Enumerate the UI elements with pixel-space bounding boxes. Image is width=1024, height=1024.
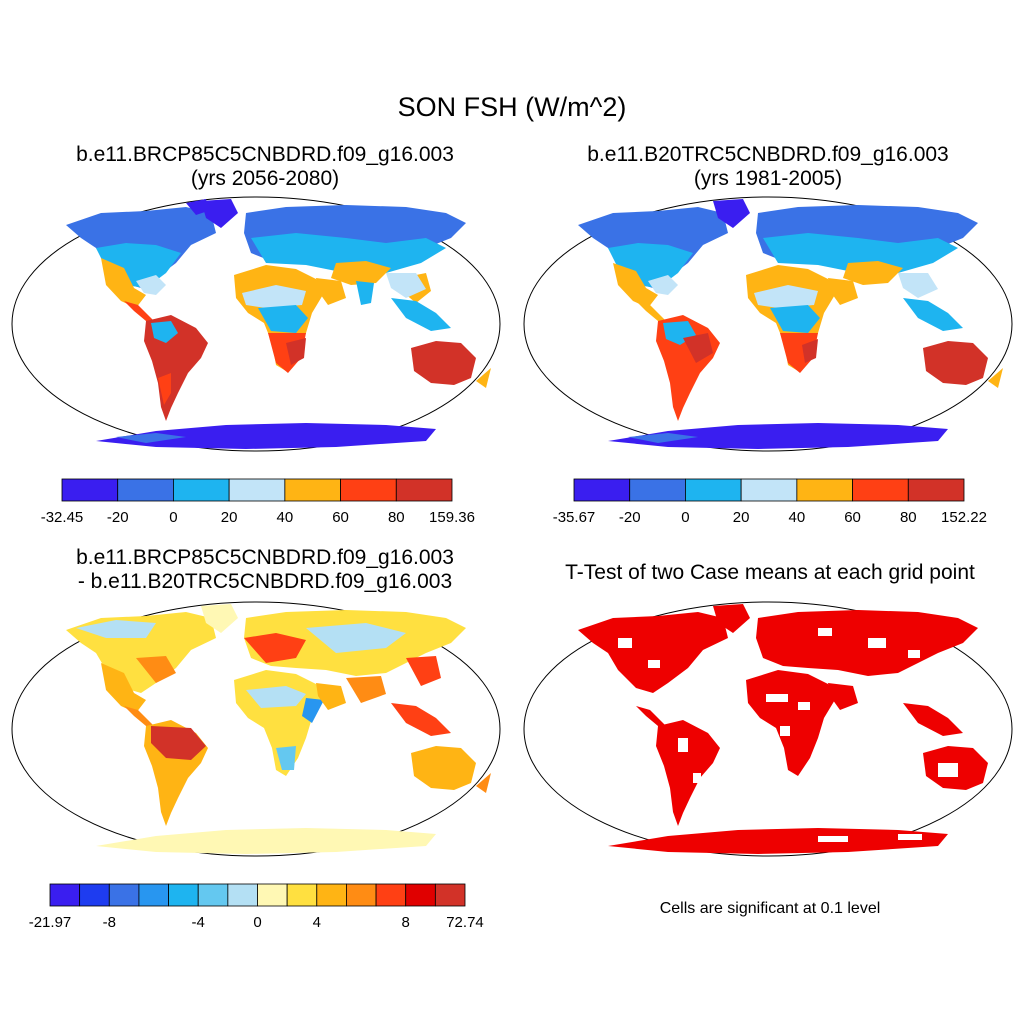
colorbar-tick-label: 159.36 [429, 509, 475, 526]
colorbar-swatch [740, 478, 798, 502]
map-future-case [11, 196, 501, 452]
colorbar-future-case: -32.45 -20 0 20 40 60 80 159.36 [41, 478, 475, 526]
colorbar-swatch [316, 883, 347, 907]
colorbar-tick-label: 0 [253, 914, 261, 931]
colorbar-tick-label: -21.97 [29, 914, 72, 931]
colorbar-swatch [907, 478, 965, 502]
colorbar-swatch [434, 883, 466, 907]
map-difference [11, 601, 501, 857]
panel-1-years: (yrs 2056-2080) [190, 167, 340, 190]
colorbar-tick-label: 40 [277, 509, 294, 526]
panel-3-title: b.e11.BRCP85C5CNBDRD.f09_g16.003 - b.e11… [35, 546, 495, 594]
panel-2-title: b.e11.B20TRC5CNBDRD.f09_g16.003 (yrs 198… [538, 143, 998, 191]
panel-2-case: b.e11.B20TRC5CNBDRD.f09_g16.003 [587, 143, 949, 166]
colorbar-tick-label: 80 [388, 509, 405, 526]
significant-cells [578, 604, 988, 854]
colorbar-tick-label: 60 [844, 509, 861, 526]
colorbar-swatch [168, 883, 199, 907]
colorbar-swatch [346, 883, 377, 907]
colorbar-swatch [573, 478, 631, 502]
colorbar-swatch [117, 478, 174, 502]
colorbar-tick-label: -20 [619, 509, 641, 526]
colorbar-tick-label: 0 [169, 509, 177, 526]
map-ttest-significance [523, 601, 1013, 857]
colorbar-swatch [173, 478, 230, 502]
colorbar-swatch [796, 478, 853, 502]
colorbar-swatch [340, 478, 397, 502]
colorbar-tick-label: 80 [900, 509, 917, 526]
panel-3-case-a: b.e11.BRCP85C5CNBDRD.f09_g16.003 [76, 546, 454, 569]
colorbar-swatch [138, 883, 169, 907]
colorbar-tick-label: 20 [733, 509, 750, 526]
colorbar-tick-label: 40 [789, 509, 806, 526]
panel-1-case: b.e11.BRCP85C5CNBDRD.f09_g16.003 [76, 143, 454, 166]
panel-1-title: b.e11.BRCP85C5CNBDRD.f09_g16.003 (yrs 20… [35, 143, 495, 191]
panel-2-years: (yrs 1981-2005) [693, 167, 843, 190]
colorbar-tick-label: 4 [313, 914, 321, 931]
colorbar-swatch [375, 883, 407, 907]
colorbar-swatch [228, 478, 286, 502]
colorbar-swatch [852, 478, 909, 502]
colorbar-swatch [286, 883, 318, 907]
land-colors [66, 604, 491, 854]
colorbar-tick-label: -8 [103, 914, 116, 931]
colorbar-swatch [197, 883, 229, 907]
colorbar-swatch [284, 478, 341, 502]
colorbar-difference: -21.97 -8 -4 0 4 8 72.74 [29, 883, 484, 931]
colorbar-tick-label: -35.67 [553, 509, 596, 526]
colorbar-tick-label: 60 [332, 509, 349, 526]
map-historical-case [523, 196, 1013, 452]
colorbar-tick-label: 20 [221, 509, 238, 526]
colorbar-tick-label: 8 [402, 914, 410, 931]
colorbar-tick-label: 72.74 [446, 914, 484, 931]
panel-4-ttest-label: T-Test of two Case means at each grid po… [565, 561, 975, 584]
colorbar-swatch [395, 478, 453, 502]
significance-note: Cells are significant at 0.1 level [659, 900, 881, 917]
non-significant-gaps [618, 628, 958, 842]
colorbar-swatch [79, 883, 110, 907]
colorbar-swatch [257, 883, 288, 907]
colorbar-tick-label: 0 [681, 509, 689, 526]
colorbar-swatch [629, 478, 686, 502]
colorbar-swatch [227, 883, 258, 907]
colorbar-swatch [108, 883, 140, 907]
colorbar-tick-label: -32.45 [41, 509, 84, 526]
panel-4-title: T-Test of two Case means at each grid po… [520, 561, 1020, 585]
colorbar-historical-case: -35.67 -20 0 20 40 60 80 152.22 [553, 478, 987, 526]
colorbar-tick-label: 152.22 [941, 509, 987, 526]
colorbar-tick-label: -4 [192, 914, 205, 931]
colorbar-tick-label: -20 [107, 509, 129, 526]
figure-title: SON FSH (W/m^2) [397, 92, 627, 122]
colorbar-swatch [49, 883, 81, 907]
colorbar-swatch [61, 478, 119, 502]
panel-3-case-b: - b.e11.B20TRC5CNBDRD.f09_g16.003 [77, 570, 453, 593]
land-colors [578, 199, 1003, 449]
colorbar-swatch [685, 478, 742, 502]
land-colors [66, 199, 491, 449]
colorbar-swatch [405, 883, 436, 907]
